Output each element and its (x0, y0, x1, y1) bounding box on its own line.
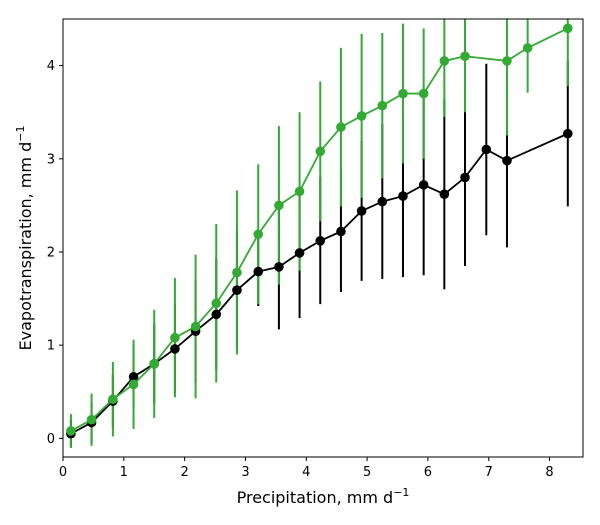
x-axis-label-text: Precipitation, mm d (237, 488, 394, 507)
data-point (439, 56, 450, 66)
plot-marks (66, 19, 573, 448)
data-point (66, 426, 76, 436)
x-tick-label: 2 (180, 465, 188, 480)
data-point (108, 394, 118, 405)
data-point (211, 309, 222, 320)
y-tick-label: 2 (47, 245, 55, 260)
x-axis-label-exponent: −1 (393, 486, 409, 499)
data-point (460, 172, 470, 183)
data-point (294, 186, 305, 197)
data-point (315, 235, 326, 246)
data-point (481, 144, 492, 155)
data-point (398, 88, 408, 99)
data-point (170, 332, 180, 343)
y-axis-label: Evapotranspiration, mm d−1 (14, 126, 35, 351)
data-point (149, 359, 160, 369)
data-point (562, 128, 573, 139)
y-tick-label: 4 (47, 59, 55, 74)
data-point (502, 56, 512, 66)
x-tick-label: 0 (59, 465, 67, 480)
y-tick-label: 0 (47, 432, 55, 447)
data-point (502, 155, 512, 166)
data-point (232, 267, 242, 278)
plot-frame (62, 18, 584, 458)
data-point (439, 189, 450, 199)
data-point (356, 111, 367, 121)
data-point (86, 414, 97, 425)
data-point (274, 200, 284, 211)
data-point (315, 146, 326, 157)
x-tick-label: 4 (302, 465, 310, 480)
data-point (128, 379, 139, 390)
data-point (170, 344, 180, 354)
x-tick-label: 3 (241, 465, 249, 480)
data-point (460, 51, 470, 62)
data-point (211, 298, 222, 309)
y-axis-label-exponent: −1 (14, 126, 27, 142)
x-tick-label: 6 (424, 465, 432, 480)
data-point (274, 262, 284, 272)
x-tick-label: 5 (363, 465, 371, 480)
y-tick-label: 1 (47, 339, 55, 354)
data-point (418, 180, 429, 190)
data-point (377, 196, 388, 207)
x-tick-label: 7 (485, 465, 493, 480)
data-point (253, 266, 264, 277)
x-axis-label: Precipitation, mm d−1 (237, 486, 410, 507)
x-tick-label: 1 (120, 465, 128, 480)
data-point (522, 43, 533, 53)
y-axis-label-text: Evapotranspiration, mm d (16, 142, 35, 351)
axes: 0 1 2 3 4 5 6 7 8 0 1 2 3 4 (47, 59, 554, 480)
data-point (377, 100, 388, 111)
data-point (336, 122, 346, 132)
y-tick-label: 3 (47, 152, 55, 167)
data-point (128, 372, 139, 382)
x-tick-label: 8 (545, 465, 553, 480)
data-point (232, 285, 242, 295)
data-point (253, 229, 264, 240)
data-point (190, 321, 201, 332)
data-point (418, 88, 429, 99)
data-point (398, 191, 408, 201)
data-point (294, 248, 305, 258)
data-point (356, 206, 367, 216)
data-point (336, 226, 346, 237)
data-point (562, 23, 573, 34)
